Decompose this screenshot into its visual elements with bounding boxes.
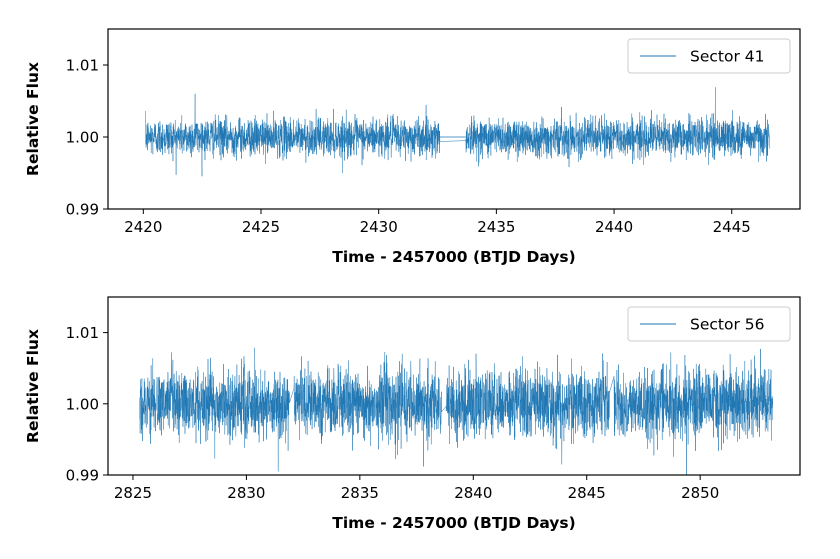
plot-area bbox=[139, 347, 774, 475]
legend: Sector 56 bbox=[627, 306, 791, 342]
x-tick-label: 2420 bbox=[124, 218, 162, 236]
plot-area bbox=[145, 87, 770, 177]
x-tick-label: 2445 bbox=[713, 218, 751, 236]
legend-entry: Sector 41 bbox=[690, 48, 764, 66]
y-tick-label: 1.01 bbox=[66, 324, 99, 342]
x-tick-label: 2830 bbox=[227, 484, 265, 502]
axes-frame bbox=[107, 28, 801, 210]
y-tick-label: 0.99 bbox=[66, 467, 99, 485]
x-tick-label: 2425 bbox=[242, 218, 280, 236]
y-tick-label: 0.99 bbox=[66, 201, 99, 219]
x-axis-ticks: 2825 2830 2835 2840 2845 2850 bbox=[114, 475, 719, 502]
panel-sector-56: 2825 2830 2835 2840 2845 2850 0.99 1.00 1.01 Ti… bbox=[24, 296, 801, 532]
x-tick-label: 2435 bbox=[477, 218, 515, 236]
y-axis-ticks: 0.99 1.00 1.01 bbox=[66, 324, 108, 485]
series-line-sector-56 bbox=[139, 347, 774, 475]
legend-box bbox=[627, 306, 791, 342]
y-tick-label: 1.00 bbox=[66, 395, 99, 413]
y-tick-label: 1.01 bbox=[66, 57, 99, 75]
x-axis-label: Time - 2457000 (BTJD Days) bbox=[332, 514, 575, 532]
x-tick-label: 2850 bbox=[681, 484, 719, 502]
x-tick-label: 2440 bbox=[595, 218, 633, 236]
legend-entry: Sector 56 bbox=[690, 316, 764, 334]
legend: Sector 41 bbox=[627, 38, 791, 74]
series-line-sector-41 bbox=[145, 87, 770, 177]
axes-frame bbox=[107, 296, 801, 476]
legend-box bbox=[627, 38, 791, 74]
y-axis-ticks: 0.99 1.00 1.01 bbox=[66, 57, 108, 219]
y-tick-label: 1.00 bbox=[66, 129, 99, 147]
x-tick-label: 2430 bbox=[360, 218, 398, 236]
x-tick-label: 2840 bbox=[454, 484, 492, 502]
x-axis-label: Time - 2457000 (BTJD Days) bbox=[332, 248, 575, 266]
panel-sector-41: 2420 2425 2430 2435 2440 2445 0.99 1.00 1.01 Ti… bbox=[24, 28, 801, 266]
x-tick-label: 2825 bbox=[114, 484, 152, 502]
y-axis-label: Relative Flux bbox=[24, 62, 42, 176]
x-tick-label: 2845 bbox=[568, 484, 606, 502]
x-tick-label: 2835 bbox=[341, 484, 379, 502]
y-axis-label: Relative Flux bbox=[24, 329, 42, 443]
x-axis-ticks: 2420 2425 2430 2435 2440 2445 bbox=[124, 209, 751, 236]
